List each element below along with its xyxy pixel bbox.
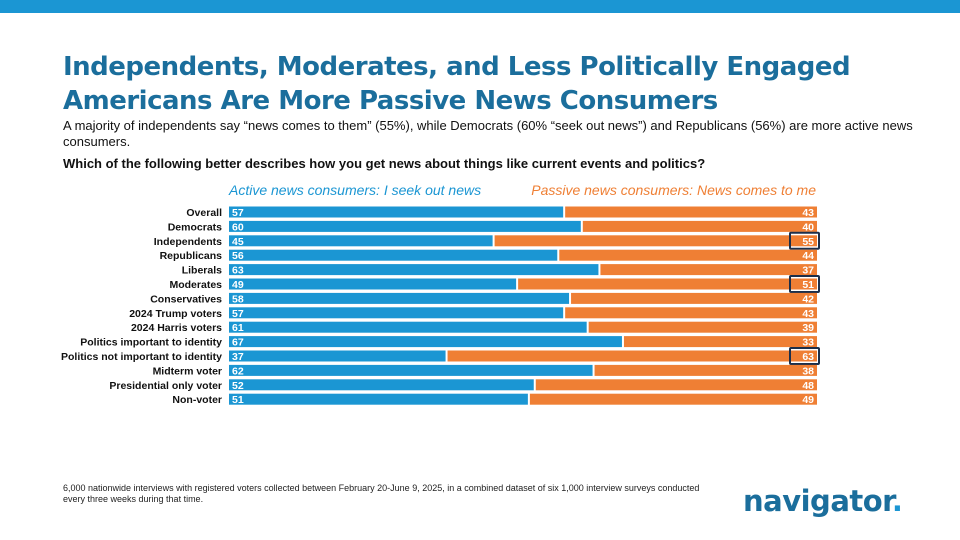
legend-active: Active news consumers: I seek out news	[229, 182, 482, 198]
value-label-active-politics-important-to-identity: 67	[232, 337, 244, 349]
value-label-passive-moderates: 51	[802, 279, 814, 291]
bar-passive-politics-important-to-identity	[623, 336, 817, 348]
category-label-midterm-voter: Midterm voter	[153, 365, 222, 377]
value-label-passive-presidential-only-voter: 48	[802, 380, 814, 392]
category-label-overall: Overall	[186, 207, 222, 219]
value-label-passive-non-voter: 49	[802, 394, 814, 406]
footnote: 6,000 nationwide interviews with registe…	[63, 483, 700, 504]
category-label-2024-harris-voters: 2024 Harris voters	[131, 322, 222, 334]
bar-active-liberals	[229, 264, 599, 276]
value-label-passive-republicans: 44	[802, 250, 814, 262]
category-label-independents: Independents	[154, 236, 222, 248]
value-label-passive-2024-harris-voters: 39	[802, 322, 814, 334]
bar-active-2024-harris-voters	[229, 321, 587, 333]
value-label-active-2024-harris-voters: 61	[232, 322, 244, 334]
category-label-politics-not-important-to-identity: Politics not important to identity	[61, 351, 222, 363]
value-label-active-midterm-voter: 62	[232, 365, 244, 377]
survey-question: Which of the following better describes …	[63, 156, 706, 171]
value-label-passive-democrats: 40	[802, 221, 814, 233]
value-label-active-democrats: 60	[232, 221, 244, 233]
value-label-active-moderates: 49	[232, 279, 244, 291]
bar-passive-democrats	[582, 220, 817, 232]
value-label-active-presidential-only-voter: 52	[232, 380, 244, 392]
bar-passive-independents	[494, 235, 817, 247]
bar-passive-republicans	[559, 249, 817, 261]
bar-active-democrats	[229, 220, 581, 232]
value-label-active-2024-trump-voters: 57	[232, 308, 244, 320]
bar-active-conservatives	[229, 292, 570, 304]
category-label-republicans: Republicans	[160, 250, 223, 262]
bar-active-politics-not-important-to-identity	[229, 350, 446, 362]
category-label-conservatives: Conservatives	[150, 293, 222, 305]
value-label-passive-overall: 43	[802, 207, 814, 219]
category-label-politics-important-to-identity: Politics important to identity	[80, 337, 222, 349]
value-label-active-politics-not-important-to-identity: 37	[232, 351, 244, 363]
category-label-moderates: Moderates	[169, 279, 222, 291]
legend-passive: Passive news consumers: News comes to me	[531, 182, 816, 198]
value-label-active-overall: 57	[232, 207, 244, 219]
bar-passive-moderates	[518, 278, 817, 290]
highlight-box-politics-not-important-to-identity	[789, 347, 820, 365]
value-label-active-republicans: 56	[232, 250, 244, 262]
highlight-box-moderates	[789, 275, 820, 293]
value-label-passive-independents: 55	[802, 236, 814, 248]
bar-passive-politics-not-important-to-identity	[447, 350, 817, 362]
value-label-passive-liberals: 37	[802, 265, 814, 277]
value-label-passive-conservatives: 42	[802, 293, 814, 305]
bar-active-non-voter	[229, 393, 528, 405]
value-label-passive-politics-not-important-to-identity: 63	[802, 351, 814, 363]
bar-passive-overall	[565, 206, 817, 218]
bar-passive-conservatives	[571, 292, 817, 304]
value-label-passive-midterm-voter: 38	[802, 365, 814, 377]
highlight-box-independents	[789, 231, 820, 250]
page-title: Independents, Moderates, and Less Politi…	[63, 52, 851, 116]
bar-active-midterm-voter	[229, 364, 593, 376]
bar-active-independents	[229, 235, 493, 247]
bar-passive-presidential-only-voter	[535, 379, 817, 391]
value-label-passive-politics-important-to-identity: 33	[802, 337, 814, 349]
bar-active-politics-important-to-identity	[229, 336, 622, 348]
category-label-presidential-only-voter: Presidential only voter	[109, 380, 222, 392]
category-label-non-voter: Non-voter	[172, 394, 222, 406]
bar-passive-liberals	[600, 264, 817, 276]
bar-passive-midterm-voter	[594, 364, 817, 376]
bar-passive-2024-trump-voters	[565, 307, 817, 319]
subtitle: A majority of independents say “news com…	[63, 118, 913, 149]
bar-passive-non-voter	[529, 393, 817, 405]
category-label-liberals: Liberals	[182, 265, 222, 277]
logo-text: navigator	[743, 484, 892, 518]
value-label-active-conservatives: 58	[232, 293, 244, 305]
bar-passive-2024-harris-voters	[588, 321, 817, 333]
bar-active-presidential-only-voter	[229, 379, 534, 391]
category-label-2024-trump-voters: 2024 Trump voters	[129, 308, 222, 320]
bar-active-overall	[229, 206, 564, 218]
category-label-democrats: Democrats	[168, 221, 222, 233]
value-label-active-independents: 45	[232, 236, 244, 248]
top-accent-bar	[0, 0, 960, 13]
logo-dot: .	[891, 484, 903, 518]
bar-active-republicans	[229, 249, 558, 261]
navigator-logo: navigator.	[743, 484, 903, 518]
value-label-active-non-voter: 51	[232, 394, 244, 406]
value-label-active-liberals: 63	[232, 265, 244, 277]
bar-active-moderates	[229, 278, 517, 290]
bar-active-2024-trump-voters	[229, 307, 564, 319]
value-label-passive-2024-trump-voters: 43	[802, 308, 814, 320]
